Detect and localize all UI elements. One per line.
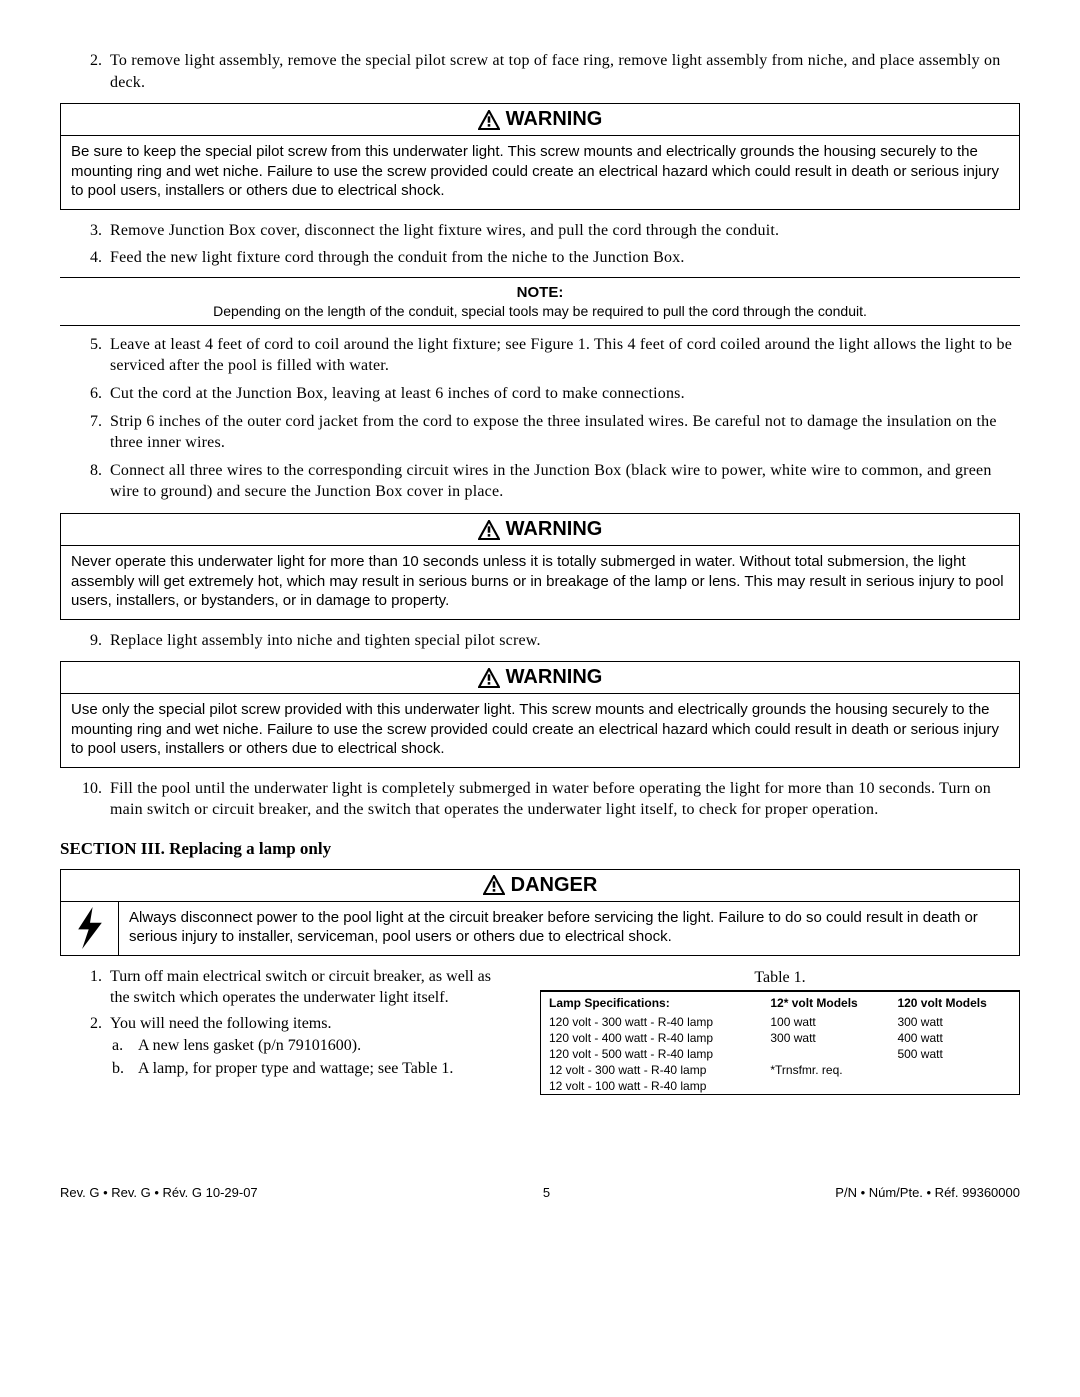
note-1-body: Depending on the length of the conduit, … [60,303,1020,319]
table-header-row: Lamp Specifications: 12* volt Models 120… [541,991,1019,1014]
step-f1: 1.Turn off main electrical switch or cir… [110,966,510,1009]
danger-box: DANGER Always disconnect power to the po… [60,869,1020,956]
note-1-title: NOTE: [60,284,1020,301]
table-cell: 300 watt [762,1030,889,1046]
table-cell [889,1078,1019,1094]
spec-table: Lamp Specifications: 12* volt Models 120… [541,991,1019,1094]
step-6-text: Cut the cord at the Junction Box, leavin… [110,385,685,402]
steps-group-c: 5.Leave at least 4 feet of cord to coil … [60,334,1020,503]
danger-split: Always disconnect power to the pool ligh… [61,902,1019,955]
warning-icon [478,110,500,130]
steps-group-e: 10.Fill the pool until the underwater li… [60,778,1020,821]
step-5-text: Leave at least 4 feet of cord to coil ar… [110,336,1012,375]
step-5: 5.Leave at least 4 feet of cord to coil … [110,334,1020,377]
step-4: 4.Feed the new light fixture cord throug… [110,247,1020,269]
step-f2a: a.A new lens gasket (p/n 79101600). [138,1035,510,1057]
table-cell [762,1046,889,1062]
warning-3-label: WARNING [506,666,603,689]
warning-2-header: WARNING [61,514,1019,546]
step-10: 10.Fill the pool until the underwater li… [110,778,1020,821]
warning-box-1: WARNING Be sure to keep the special pilo… [60,103,1020,210]
table-cell: 400 watt [889,1030,1019,1046]
table-cell: 120 volt - 300 watt - R-40 lamp [541,1014,762,1030]
step-f2: 2.You will need the following items. a.A… [110,1013,510,1080]
step-f2b-text: A lamp, for proper type and wattage; see… [138,1060,453,1077]
warning-1-header: WARNING [61,104,1019,136]
table-cell: *Trnsfmr. req. [762,1062,889,1078]
steps-group-d: 9.Replace light assembly into niche and … [60,630,1020,652]
table-cell: 120 volt - 500 watt - R-40 lamp [541,1046,762,1062]
warning-1-label: WARNING [506,108,603,131]
bolt-icon [73,907,107,949]
step-f2-sublist: a.A new lens gasket (p/n 79101600). b.A … [110,1035,510,1080]
footer-left: Rev. G • Rev. G • Rév. G 10-29-07 [60,1185,258,1200]
table-1-caption: Table 1. [540,966,1020,990]
step-8: 8.Connect all three wires to the corresp… [110,460,1020,503]
step-9-text: Replace light assembly into niche and ti… [110,632,541,649]
table-cell: 120 volt - 400 watt - R-40 lamp [541,1030,762,1046]
table-cell [762,1078,889,1094]
steps-group-f: 1.Turn off main electrical switch or cir… [60,966,510,1080]
step-3-text: Remove Junction Box cover, disconnect th… [110,222,779,239]
warning-icon [483,875,505,895]
step-f2a-text: A new lens gasket (p/n 79101600). [138,1037,361,1054]
two-column-area: 1.Turn off main electrical switch or cir… [60,966,1020,1095]
danger-icon-cell [61,902,119,955]
step-10-text: Fill the pool until the underwater light… [110,780,991,819]
left-column: 1.Turn off main electrical switch or cir… [60,966,510,1095]
step-2: 2.To remove light assembly, remove the s… [110,50,1020,93]
table-cell: 300 watt [889,1014,1019,1030]
warning-2-body: Never operate this underwater light for … [61,546,1019,619]
step-8-text: Connect all three wires to the correspon… [110,462,992,501]
warning-icon [478,668,500,688]
table-cell [889,1062,1019,1078]
danger-body: Always disconnect power to the pool ligh… [119,902,1019,955]
warning-3-header: WARNING [61,662,1019,694]
warning-2-label: WARNING [506,518,603,541]
spec-table-body: 120 volt - 300 watt - R-40 lamp100 watt3… [541,1014,1019,1094]
table-1-wrap: Lamp Specifications: 12* volt Models 120… [540,990,1020,1095]
steps-group-b: 3.Remove Junction Box cover, disconnect … [60,220,1020,269]
step-f2-text: You will need the following items. [110,1015,331,1032]
steps-group-a: 2.To remove light assembly, remove the s… [60,50,1020,93]
th-120v: 120 volt Models [889,991,1019,1014]
table-row: 12 volt - 100 watt - R-40 lamp [541,1078,1019,1094]
page-footer: Rev. G • Rev. G • Rév. G 10-29-07 5 P/N … [60,1185,1020,1200]
table-row: 120 volt - 400 watt - R-40 lamp300 watt4… [541,1030,1019,1046]
th-lamp-spec: Lamp Specifications: [541,991,762,1014]
section-3-title: SECTION III. Replacing a lamp only [60,839,1020,859]
warning-icon [478,520,500,540]
footer-right: P/N • Núm/Pte. • Réf. 99360000 [835,1185,1020,1200]
step-7-text: Strip 6 inches of the outer cord jacket … [110,413,997,452]
table-row: 120 volt - 500 watt - R-40 lamp 500 watt [541,1046,1019,1062]
warning-box-3: WARNING Use only the special pilot screw… [60,661,1020,768]
step-6: 6.Cut the cord at the Junction Box, leav… [110,383,1020,405]
step-7: 7.Strip 6 inches of the outer cord jacke… [110,411,1020,454]
warning-box-2: WARNING Never operate this underwater li… [60,513,1020,620]
warning-1-body: Be sure to keep the special pilot screw … [61,136,1019,209]
table-cell: 500 watt [889,1046,1019,1062]
table-row: 12 volt - 300 watt - R-40 lamp*Trnsfmr. … [541,1062,1019,1078]
note-block-1: NOTE: Depending on the length of the con… [60,277,1020,326]
th-12v: 12* volt Models [762,991,889,1014]
table-cell: 100 watt [762,1014,889,1030]
table-cell: 12 volt - 300 watt - R-40 lamp [541,1062,762,1078]
step-f1-text: Turn off main electrical switch or circu… [110,968,491,1007]
step-f2b: b.A lamp, for proper type and wattage; s… [138,1058,510,1080]
table-row: 120 volt - 300 watt - R-40 lamp100 watt3… [541,1014,1019,1030]
step-4-text: Feed the new light fixture cord through … [110,249,685,266]
step-3: 3.Remove Junction Box cover, disconnect … [110,220,1020,242]
footer-page-number: 5 [543,1185,550,1200]
step-9: 9.Replace light assembly into niche and … [110,630,1020,652]
step-2-text: To remove light assembly, remove the spe… [110,52,1000,91]
right-column: Table 1. Lamp Specifications: 12* volt M… [540,966,1020,1095]
warning-3-body: Use only the special pilot screw provide… [61,694,1019,767]
danger-header: DANGER [61,870,1019,902]
table-cell: 12 volt - 100 watt - R-40 lamp [541,1078,762,1094]
danger-label: DANGER [511,874,598,897]
